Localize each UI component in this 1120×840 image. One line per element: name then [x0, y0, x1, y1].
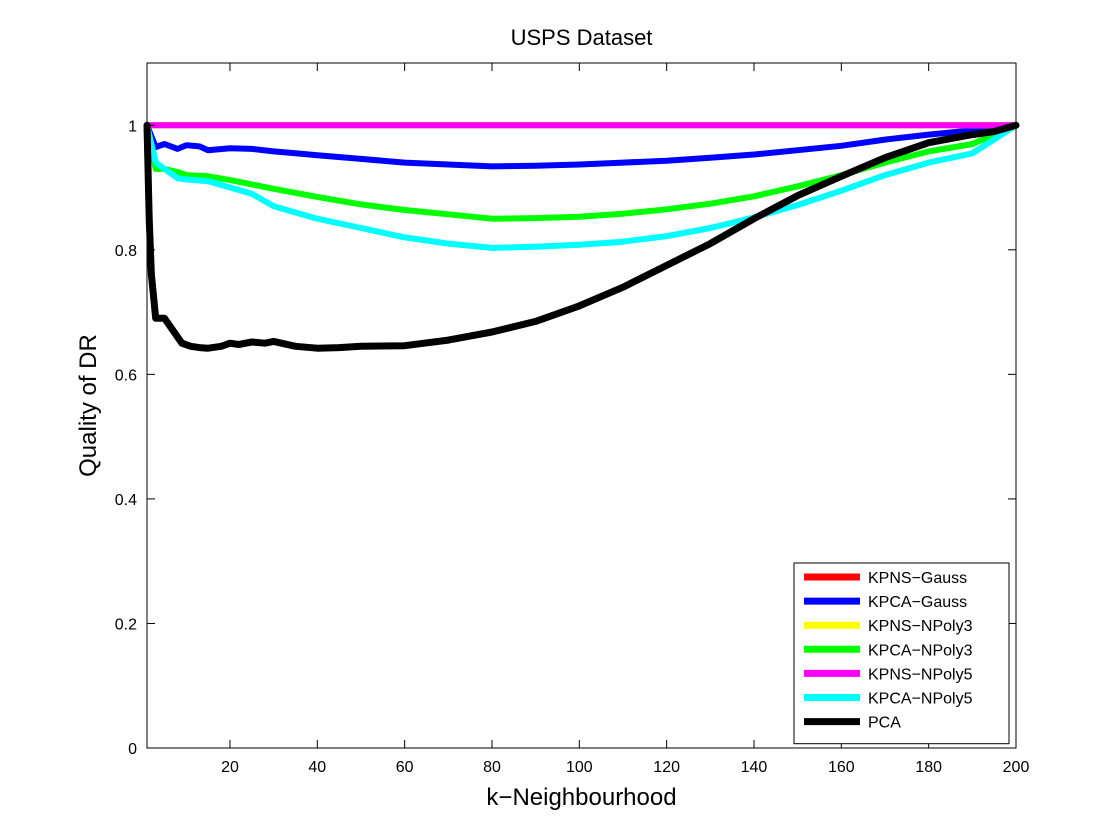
y-tick-label: 0.2 [115, 616, 137, 633]
series-line-kpca-npoly5 [144, 122, 1019, 251]
legend-label: KPCA−NPoly5 [868, 691, 973, 708]
x-tick-label: 60 [396, 759, 414, 776]
series-layer [143, 121, 1020, 352]
x-tick-label: 140 [741, 759, 768, 776]
legend-label: KPCA−Gauss [868, 594, 967, 611]
legend-label: KPNS−Gauss [868, 570, 967, 587]
y-tick-label: 0.8 [115, 243, 137, 260]
series-line-kpca-gauss [144, 122, 1019, 170]
x-tick-label: 180 [915, 759, 942, 776]
x-axis-title: k−Neighbourhood [486, 784, 676, 811]
legend-label: PCA [868, 715, 901, 732]
y-tick-label: 1 [128, 118, 137, 135]
legend-box [793, 562, 1010, 745]
x-tick-label: 40 [308, 759, 326, 776]
chart-title: USPS Dataset [511, 25, 653, 50]
ticks-layer: 20 40 60 80 100 120 140 160 180 200 0 0.2 0.4 0.6 0.8 1 [115, 63, 1030, 776]
legend-label: KPNS−NPoly5 [868, 666, 973, 683]
x-tick-label: 80 [483, 759, 501, 776]
y-tick-label: 0.6 [115, 367, 137, 384]
series-line-pca [143, 121, 1020, 352]
x-tick-label: 100 [566, 759, 593, 776]
x-tick-label: 20 [221, 759, 239, 776]
y-axis-title: Quality of DR [75, 334, 102, 477]
legend-label: KPNS−NPoly3 [868, 618, 973, 635]
x-tick-label: 160 [828, 759, 855, 776]
x-tick-label: 120 [653, 759, 680, 776]
y-tick-label: 0 [128, 741, 137, 758]
y-tick-label: 0.4 [115, 492, 137, 509]
x-tick-label: 200 [1003, 759, 1030, 776]
plot-frame [146, 62, 1017, 749]
legend-label: KPCA−NPoly3 [868, 642, 973, 659]
legend: KPNS−Gauss KPCA−Gauss KPNS−NPoly3 KPCA−NPol… [793, 562, 1010, 745]
